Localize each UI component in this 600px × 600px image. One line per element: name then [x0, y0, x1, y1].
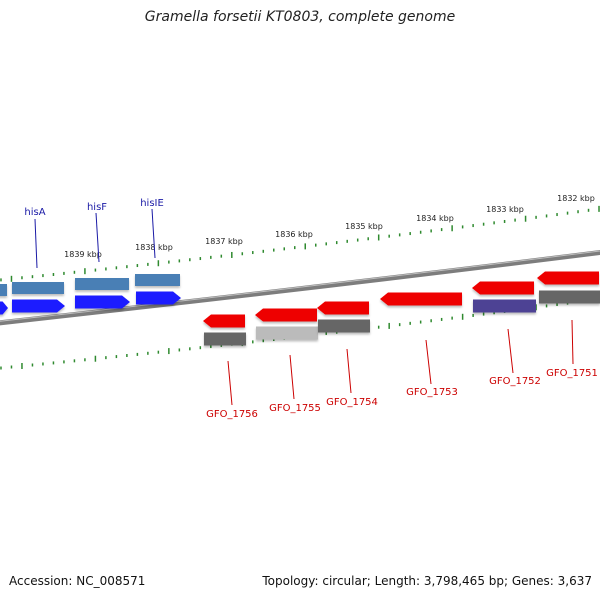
- reverse-feature-box: [318, 319, 370, 333]
- map-title: Gramella forsetii KT0803, complete genom…: [144, 9, 456, 25]
- reverse-gene-arrow: [380, 292, 462, 306]
- genome-backbone-highlight: [0, 250, 600, 322]
- scale-label-1835: 1835 kbp: [345, 222, 383, 231]
- leader-hisF: [95, 212, 100, 263]
- forward-gene-arrow: [0, 301, 8, 315]
- forward-gene-arrow: [12, 299, 65, 313]
- reverse-gene-arrow: [203, 314, 245, 328]
- reverse-gene-arrow: [537, 271, 599, 285]
- leader-GFO_1752: [507, 328, 514, 374]
- reverse-gene-arrow: [317, 301, 369, 315]
- forward-feature-box: [75, 278, 129, 290]
- reverse-feature-box: [204, 332, 246, 346]
- gene-label-GFO_1756: GFO_1756: [206, 409, 258, 420]
- reverse-feature-box: [473, 299, 536, 313]
- leader-hisA: [34, 218, 38, 269]
- gene-label-GFO_1752: GFO_1752: [489, 376, 541, 387]
- gene-label-hisA: hisA: [24, 207, 45, 218]
- gene-label-GFO_1755: GFO_1755: [269, 403, 321, 414]
- gene-label-hisIE: hisIE: [140, 198, 164, 209]
- forward-gene-arrow: [136, 291, 181, 305]
- leader-GFO_1754: [346, 348, 352, 394]
- leader-GFO_1756: [227, 360, 233, 406]
- forward-feature-box: [135, 274, 180, 286]
- gene-label-hisF: hisF: [87, 202, 107, 213]
- scale-label-1839: 1839 kbp: [64, 250, 102, 259]
- gene-label-GFO_1753: GFO_1753: [406, 387, 458, 398]
- leader-GFO_1755: [289, 354, 295, 400]
- reverse-gene-arrow: [472, 281, 534, 295]
- outer-scale-ticks: [0, 205, 600, 282]
- forward-gene-arrow: [75, 295, 130, 309]
- scale-label-1837: 1837 kbp: [205, 237, 243, 246]
- reverse-gene-arrow: [255, 308, 317, 322]
- scale-label-1836: 1836 kbp: [275, 230, 313, 239]
- leader-hisIE: [151, 208, 156, 259]
- forward-feature-box: [12, 282, 64, 294]
- scale-label-1833: 1833 kbp: [486, 205, 524, 214]
- accession-text: Accession: NC_008571: [9, 574, 146, 588]
- scale-label-1832: 1832 kbp: [557, 194, 595, 203]
- topology-text: Topology: circular; Length: 3,798,465 bp…: [262, 574, 592, 588]
- feature-layer: [0, 271, 600, 346]
- reverse-feature-box: [539, 290, 600, 304]
- genome-backbone: [0, 249, 600, 326]
- leader-GFO_1751: [571, 319, 574, 365]
- gene-label-GFO_1751: GFO_1751: [546, 368, 598, 379]
- forward-feature-box: [0, 284, 7, 296]
- gene-label-GFO_1754: GFO_1754: [326, 397, 378, 408]
- scale-label-1834: 1834 kbp: [416, 214, 454, 223]
- reverse-feature-box: [256, 326, 318, 340]
- leader-GFO_1753: [425, 339, 432, 385]
